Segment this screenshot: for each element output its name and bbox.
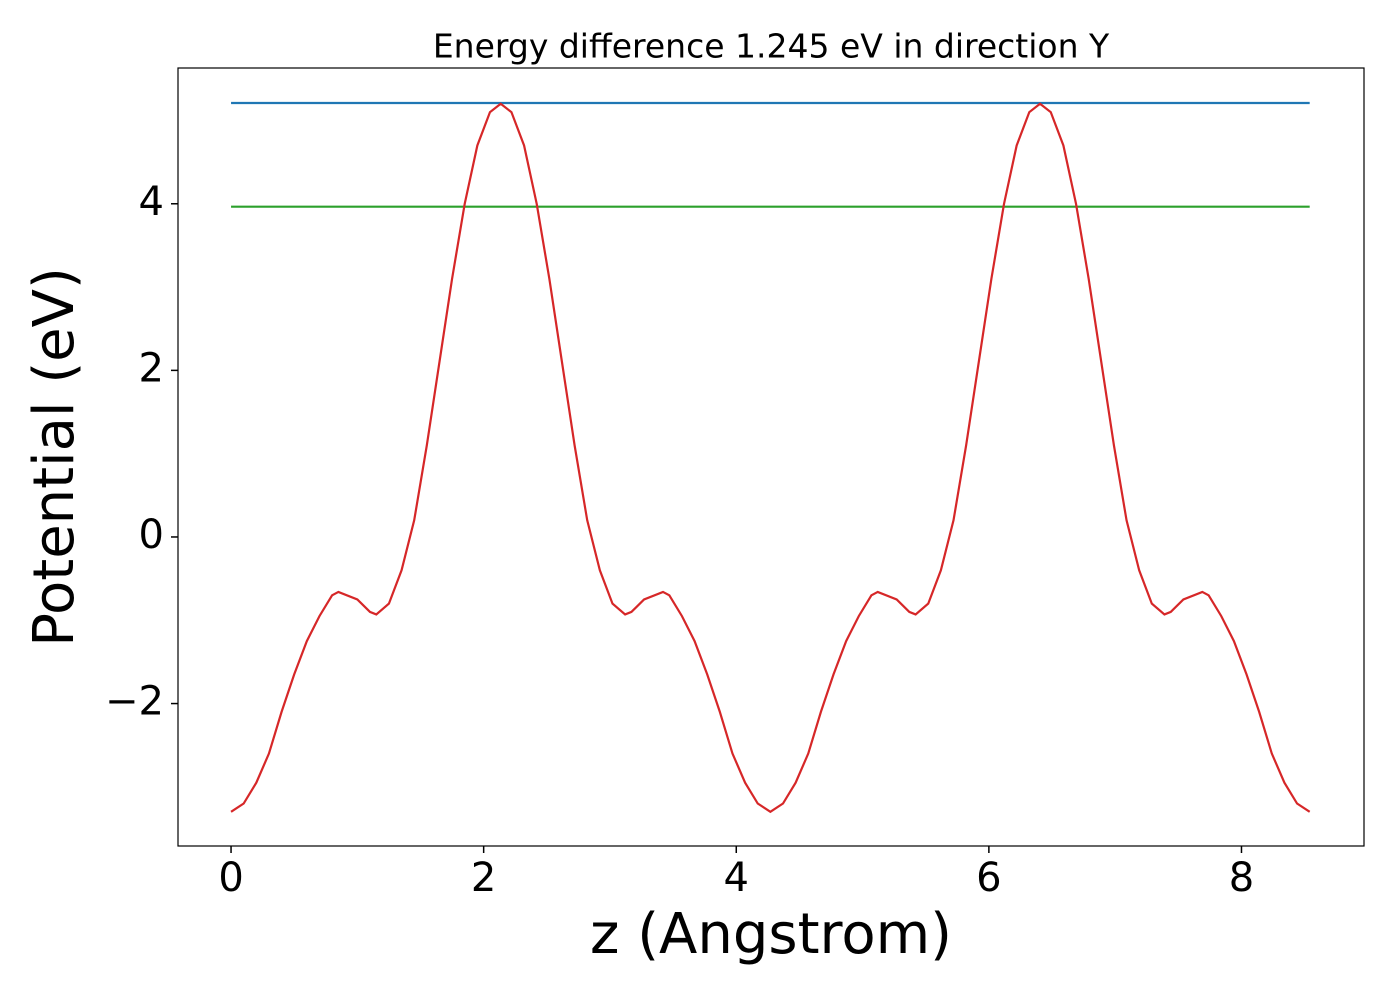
y-tick-label: 0 [139,512,164,558]
data-line [230,102,1311,814]
x-tick-label: 0 [218,855,243,901]
x-tick-label: 4 [724,855,749,901]
y-tick-label: −2 [105,679,164,725]
y-tick-label: 2 [139,345,164,391]
x-tick-label: 8 [1229,855,1254,901]
y-tick-label: 4 [139,179,164,225]
x-tick-label: 2 [471,855,496,901]
y-axis-label: Potential (eV) [22,267,87,647]
plot-frame [177,67,1365,847]
chart-title: Energy difference 1.245 eV in direction … [433,27,1110,66]
x-axis-label: z (Angstrom) [590,902,952,967]
x-tick-label: 6 [976,855,1001,901]
